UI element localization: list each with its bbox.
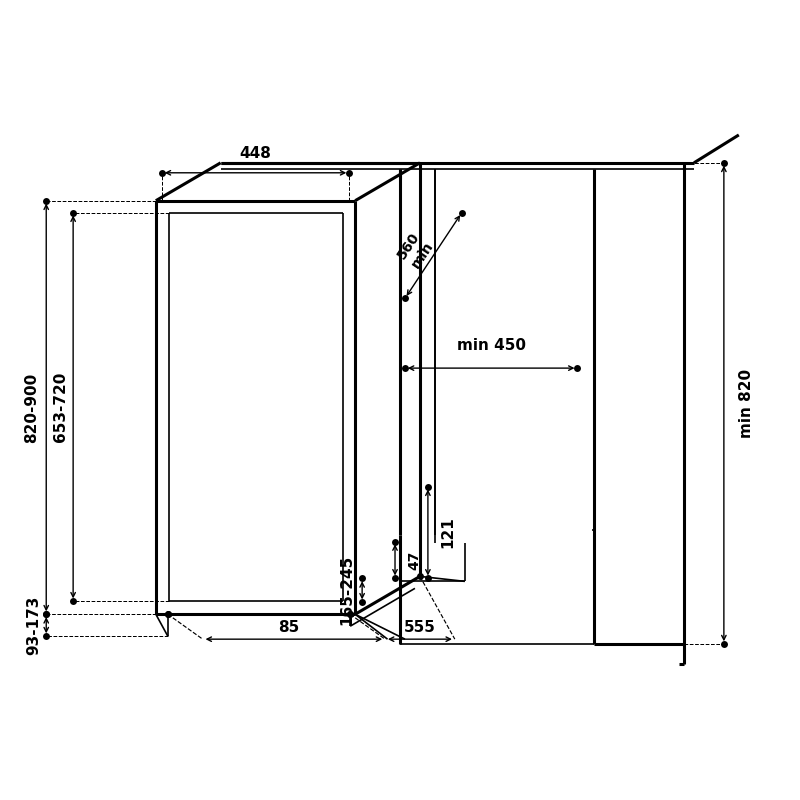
- Text: 121: 121: [440, 517, 455, 549]
- Text: 47: 47: [407, 550, 421, 570]
- Text: 93-173: 93-173: [26, 595, 41, 655]
- Text: 560
min: 560 min: [395, 230, 436, 271]
- Text: 653-720: 653-720: [53, 372, 68, 442]
- Text: 555: 555: [404, 620, 436, 634]
- Text: 85: 85: [278, 620, 299, 634]
- Text: 165-245: 165-245: [340, 555, 354, 626]
- Text: 448: 448: [239, 146, 271, 161]
- Text: min 820: min 820: [739, 369, 754, 438]
- Text: min 450: min 450: [457, 338, 526, 353]
- Text: 820-900: 820-900: [24, 372, 38, 442]
